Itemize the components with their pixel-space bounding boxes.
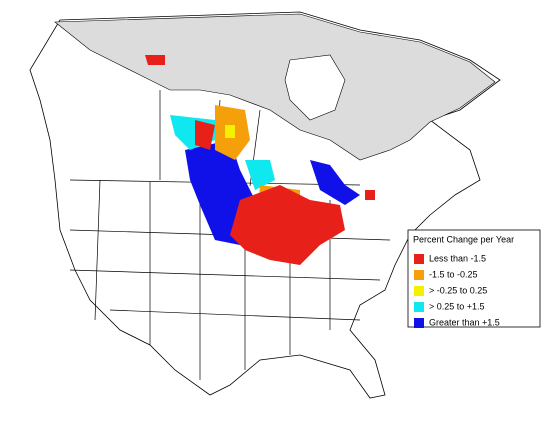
area-red: [365, 190, 375, 200]
area-blue: [310, 160, 360, 205]
legend-box: [407, 229, 541, 328]
legend-label: -1.5 to -0.25: [429, 269, 478, 279]
legend-label: Greater than +1.5: [429, 317, 500, 327]
legend-swatch: [414, 286, 424, 296]
legend-label: > 0.25 to +1.5: [429, 301, 485, 311]
no-data-region: [54, 13, 496, 161]
area-red: [195, 120, 215, 150]
survey-results: [145, 55, 375, 265]
legend-label: Less than -1.5: [429, 253, 486, 263]
area-red: [230, 185, 345, 265]
area-cyan: [245, 160, 275, 190]
area-yellow: [225, 125, 235, 138]
area-red: [145, 55, 165, 65]
legend-label: > -0.25 to 0.25: [429, 285, 487, 295]
legend-swatch: [414, 270, 424, 280]
legend-swatch: [414, 254, 424, 264]
hudson-bay: [284, 54, 346, 121]
legend: Percent Change per Year Less than -1.5 -1…: [407, 229, 541, 328]
legend-swatch: [414, 318, 424, 328]
legend-title: Percent Change per Year: [413, 234, 514, 244]
legend-swatch: [414, 302, 424, 312]
